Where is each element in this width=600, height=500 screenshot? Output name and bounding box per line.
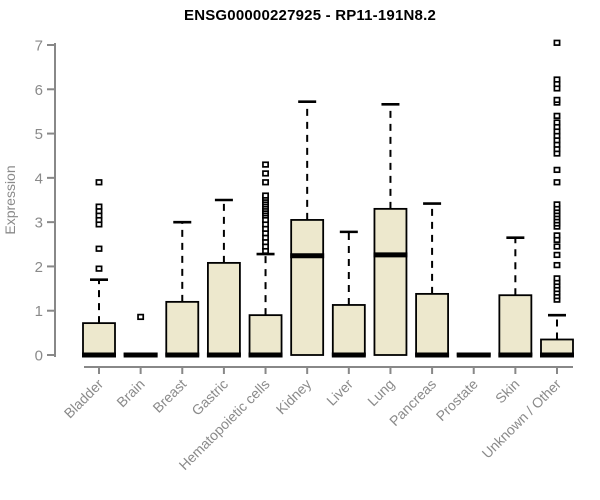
outlier-point [262,179,269,186]
y-tick-label: 1 [35,303,43,320]
outlier-point [262,170,269,177]
x-tick-label: Breast [149,376,189,416]
y-tick-label: 0 [35,348,43,365]
outlier-point [95,245,103,252]
x-tick-label: Skin [492,376,523,407]
iqr-box [498,294,533,356]
outlier-point [95,203,103,210]
outlier-point [553,201,561,208]
x-tick-label: Liver [323,376,356,409]
x-tick-label: Brain [113,376,147,410]
outlier-point [553,232,561,239]
iqr-box [415,292,449,356]
iqr-box [290,219,325,356]
iqr-box [373,207,408,356]
outlier-point [553,39,561,46]
outlier-point [553,96,561,104]
x-tick-label: Prostate [433,376,481,424]
iqr-box [248,314,283,356]
outlier-point [95,265,103,272]
y-tick-label: 7 [35,38,43,55]
outlier-point [553,76,561,83]
outlier-point [553,261,561,269]
iqr-box [82,322,116,356]
x-tick-label: Bladder [61,376,107,422]
outlier-point [137,313,145,321]
x-tick-label: Unknown / Other [479,376,565,462]
outlier-point [553,243,561,250]
x-tick-label: Lung [364,376,397,409]
outlier-point [95,179,103,186]
y-tick-label: 5 [35,126,43,143]
outlier-point [262,192,269,199]
outlier-point [553,179,561,186]
y-tick-label: 4 [35,170,43,187]
outlier-point [553,275,561,282]
chart-title: ENSG00000227925 - RP11-191N8.2 [183,7,436,24]
y-axis-title: Expression [2,165,18,234]
outlier-point [553,119,561,126]
x-tick-label: Kidney [273,376,315,418]
y-tick-label: 2 [35,259,43,276]
outlier-point [553,166,561,174]
outlier-point [553,112,561,120]
outlier-point [553,251,561,259]
iqr-box [207,261,241,356]
outlier-point [262,161,269,168]
y-tick-label: 6 [35,82,43,99]
iqr-box [165,300,200,356]
y-tick-label: 3 [35,215,43,232]
iqr-box [331,304,366,356]
